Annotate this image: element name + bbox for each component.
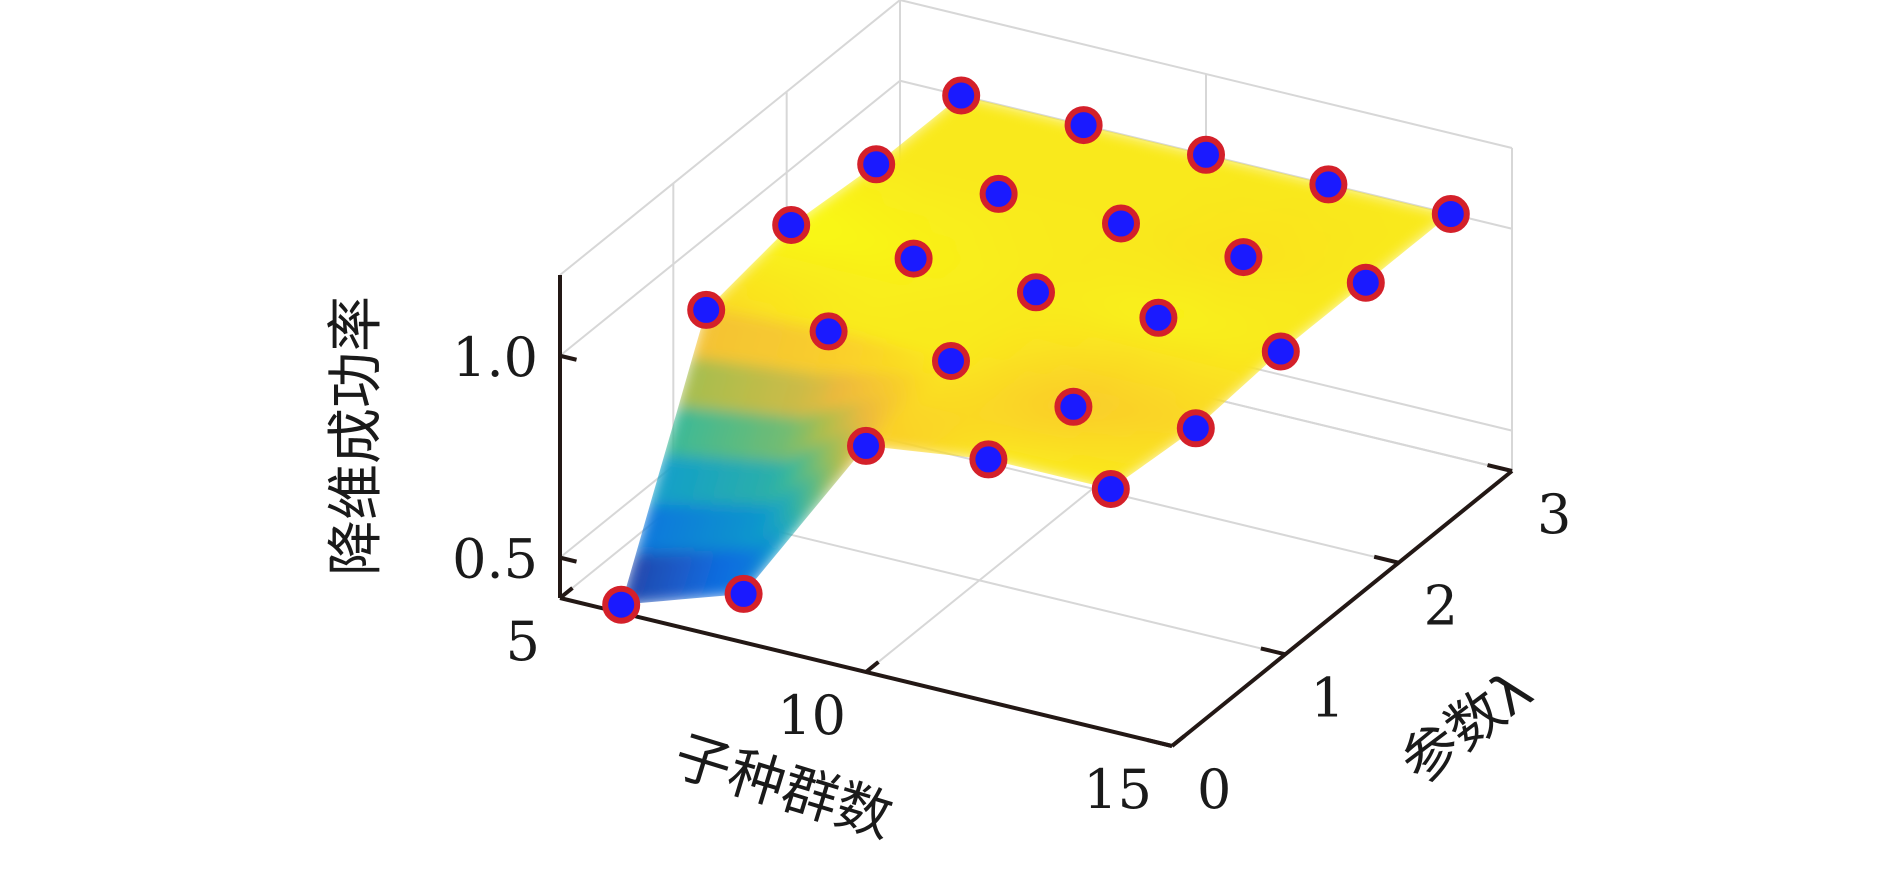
data-point — [894, 239, 933, 278]
grid-line — [559, 0, 901, 276]
data-point — [969, 440, 1008, 479]
data-point — [1102, 204, 1140, 243]
z-axis-label: 降维成功率 — [324, 296, 389, 576]
grid-line — [559, 79, 901, 357]
data-point — [772, 206, 811, 244]
data-point — [809, 312, 848, 351]
y-tick-label: 1 — [1310, 666, 1344, 729]
y-tick-mark — [1147, 738, 1173, 748]
y-tick-label: 0 — [1197, 758, 1231, 821]
y-axis-label: 参数λ — [1389, 658, 1544, 797]
data-point — [687, 290, 726, 329]
marker-layer — [602, 76, 1470, 624]
y-tick-mark — [1260, 646, 1286, 657]
surface-clip-group — [621, 95, 1451, 605]
z-tick-label: 1.0 — [452, 326, 538, 389]
y-tick-label: 2 — [1424, 575, 1458, 638]
data-point — [1187, 135, 1225, 174]
y-tick-label: 3 — [1537, 483, 1571, 546]
x-tick-label: 10 — [777, 684, 846, 747]
x-tick-label: 15 — [1083, 758, 1152, 821]
data-point — [1176, 409, 1215, 448]
data-point — [1224, 238, 1263, 277]
y-tick-mark — [1373, 554, 1400, 565]
tick-label-layer: 5 10 15 0 1 2 3 0.5 1.0 — [452, 326, 1571, 821]
data-point — [1139, 298, 1178, 337]
surface-layer — [621, 95, 1451, 605]
data-point — [1017, 273, 1055, 312]
data-point — [1346, 263, 1385, 302]
data-point — [724, 574, 763, 613]
data-point — [857, 145, 896, 184]
x-tick-mark — [558, 586, 574, 600]
y-axis-line — [1170, 469, 1514, 748]
grid-line — [899, 0, 1513, 149]
data-point — [1309, 165, 1348, 204]
y-tick-mark — [1487, 463, 1513, 473]
x-tick-label: 5 — [506, 610, 540, 673]
data-point — [1091, 470, 1130, 508]
x-tick-mark — [864, 660, 880, 674]
data-point — [1431, 195, 1470, 233]
x-tick-mark — [1170, 734, 1186, 748]
data-point — [1054, 387, 1093, 426]
surface-patches — [621, 95, 1451, 605]
axes-layer — [558, 275, 1514, 748]
data-point — [1064, 106, 1103, 145]
data-point — [942, 76, 981, 115]
data-point — [932, 342, 970, 380]
z-tick-label: 0.5 — [452, 528, 538, 591]
data-point — [602, 585, 641, 624]
data-point — [1261, 332, 1300, 371]
z-tick-mark — [559, 555, 577, 564]
data-point — [979, 174, 1018, 213]
data-point — [847, 426, 885, 465]
z-tick-mark — [559, 353, 577, 362]
